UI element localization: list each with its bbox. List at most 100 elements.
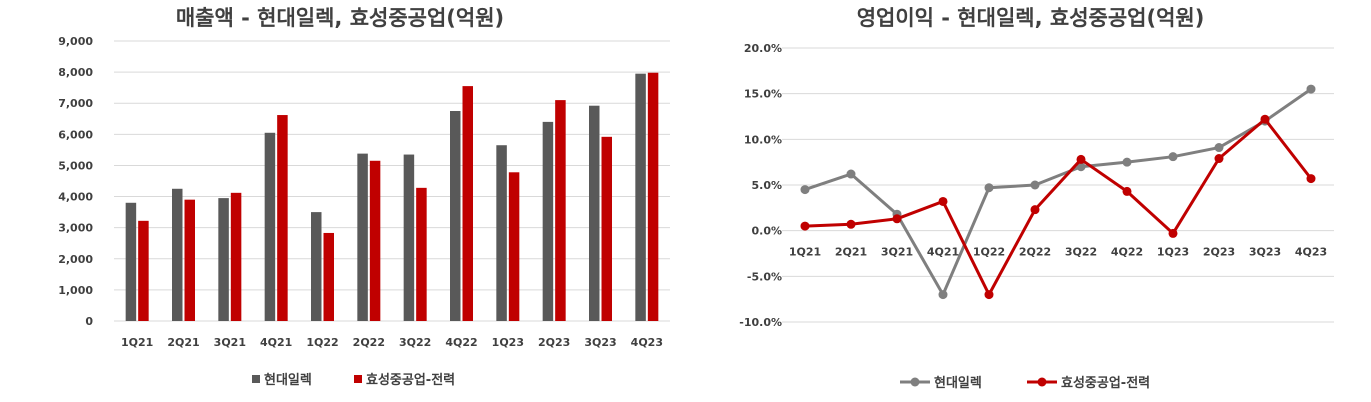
x-tick-label: 3Q22 [399,336,431,349]
x-tick-label: 1Q23 [492,336,524,349]
bar-hyosung-heavy-power [277,115,288,322]
y-tick-label: 0 [85,315,93,328]
point-hyosung-heavy-power [984,290,994,300]
bar-hyundai-electric [403,154,415,321]
x-tick-label: 2Q22 [353,336,385,349]
bar-hyundai-electric [589,105,600,321]
point-hyundai-electric [846,169,856,179]
y-tick-label: 7,000 [58,97,93,110]
point-hyundai-electric [1030,180,1040,190]
legend-label-hyosung-heavy-power: 효성중공업-전력 [1061,375,1150,391]
x-tick-label: 3Q22 [1065,246,1097,259]
bar-hyundai-electric [635,73,646,322]
bar-hyosung-heavy-power [369,160,381,321]
point-hyundai-electric [1122,157,1132,167]
revenue-chart-panel: 매출액 - 현대일렉, 효성중공업(억원) 0 1,000 2,000 3,000 4,… [0,0,680,402]
bar-hyosung-heavy-power [416,187,427,321]
y-tick-label: 2,000 [58,253,93,266]
bar-hyundai-electric [496,145,507,321]
point-hyundai-electric [938,290,948,300]
bar-hyosung-heavy-power [647,72,659,321]
operating-margin-chart-title: 영업이익 - 현대일렉, 효성중공업(억원) [856,6,1205,30]
x-tick-label: 2Q22 [1019,246,1051,259]
point-hyosung-heavy-power [938,196,948,206]
legend-label-hyundai-electric: 현대일렉 [264,372,312,388]
point-hyundai-electric [800,185,810,195]
x-tick-label: 4Q21 [260,336,292,349]
point-hyundai-electric [1214,143,1224,153]
point-hyosung-heavy-power [1214,154,1224,164]
point-hyundai-electric [1168,152,1178,162]
y-tick-label: 5.0% [751,179,782,192]
y-tick-label: 1,000 [58,284,93,297]
y-tick-label: 4,000 [58,191,93,204]
legend-swatch-hyundai-electric [252,375,260,383]
bar-hyundai-electric [357,153,368,321]
y-tick-label: 3,000 [58,222,93,235]
bar-hyosung-heavy-power [601,136,612,321]
point-hyundai-electric [1076,162,1086,172]
revenue-chart-title: 매출액 - 현대일렉, 효성중공업(억원) [175,6,505,30]
legend-marker-hyosung-heavy-power [1037,377,1047,387]
bar-hyosung-heavy-power [230,192,242,321]
bar-hyundai-electric [450,111,461,321]
x-tick-label: 1Q22 [973,246,1005,259]
y-tick-label: 15.0% [744,88,782,101]
bar-hyosung-heavy-power [138,220,149,321]
x-tick-label: 3Q21 [881,246,913,259]
x-tick-label: 1Q21 [121,336,153,349]
point-hyosung-heavy-power [1260,114,1270,124]
x-tick-label: 4Q22 [445,336,477,349]
x-tick-label: 2Q21 [167,336,199,349]
y-tick-label: -10.0% [739,316,782,329]
point-hyosung-heavy-power [1306,174,1316,184]
point-hyundai-electric [1306,84,1316,94]
bar-hyundai-electric [125,202,137,321]
y-tick-label: 6,000 [58,128,93,141]
x-tick-label: 3Q23 [584,336,616,349]
point-hyosung-heavy-power [892,214,902,224]
y-tick-label: 9,000 [58,35,93,48]
x-tick-label: 4Q22 [1111,246,1143,259]
operating-margin-chart-panel: 영업이익 - 현대일렉, 효성중공업(억원) -10.0% -5.0% 0.0% 5.… [690,0,1371,402]
legend-label-hyundai-electric: 현대일렉 [934,375,982,391]
point-hyosung-heavy-power [1030,205,1040,215]
bar-hyundai-electric [311,212,322,321]
bar-hyosung-heavy-power [323,232,334,321]
x-tick-label: 4Q21 [927,246,959,259]
point-hyosung-heavy-power [846,219,856,229]
x-tick-label: 1Q21 [789,246,821,259]
bar-hyundai-electric [218,198,229,321]
y-tick-label: 8,000 [58,66,93,79]
x-tick-label: 1Q23 [1157,246,1189,259]
x-tick-label: 2Q23 [538,336,570,349]
y-tick-label: 10.0% [744,133,782,146]
x-tick-label: 4Q23 [631,336,663,349]
point-hyosung-heavy-power [1122,186,1132,196]
operating-margin-line-chart: -10.0% -5.0% 0.0% 5.0% 10.0% 15.0% 20.0% 1Q21 2Q… [739,42,1334,391]
bar-hyundai-electric [542,121,554,321]
x-tick-label: 3Q23 [1249,246,1281,259]
point-hyundai-electric [984,183,994,193]
legend-swatch-hyosung-heavy-power [354,375,362,383]
x-tick-label: 4Q23 [1295,246,1327,259]
legend-label-hyosung-heavy-power: 효성중공업-전력 [366,372,455,388]
x-tick-label: 1Q22 [306,336,338,349]
bar-hyundai-electric [172,188,183,321]
bar-hyundai-electric [264,132,276,321]
y-tick-label: 0.0% [751,225,782,238]
point-hyosung-heavy-power [1168,228,1178,238]
x-tick-label: 2Q21 [835,246,867,259]
legend-marker-hyundai-electric [910,377,920,387]
series-line-hyundai-electric [804,87,1312,297]
bar-hyosung-heavy-power [184,199,195,321]
y-tick-label: 20.0% [744,42,782,55]
x-tick-label: 2Q23 [1203,246,1235,259]
x-tick-label: 3Q21 [214,336,246,349]
y-tick-label: -5.0% [747,270,782,283]
point-hyosung-heavy-power [800,221,810,231]
bar-hyosung-heavy-power [508,172,520,321]
revenue-bar-chart: 0 1,000 2,000 3,000 4,000 5,000 6,000 7,000 8,00… [58,35,670,388]
y-tick-label: 5,000 [58,159,93,172]
bar-hyosung-heavy-power [555,100,566,321]
